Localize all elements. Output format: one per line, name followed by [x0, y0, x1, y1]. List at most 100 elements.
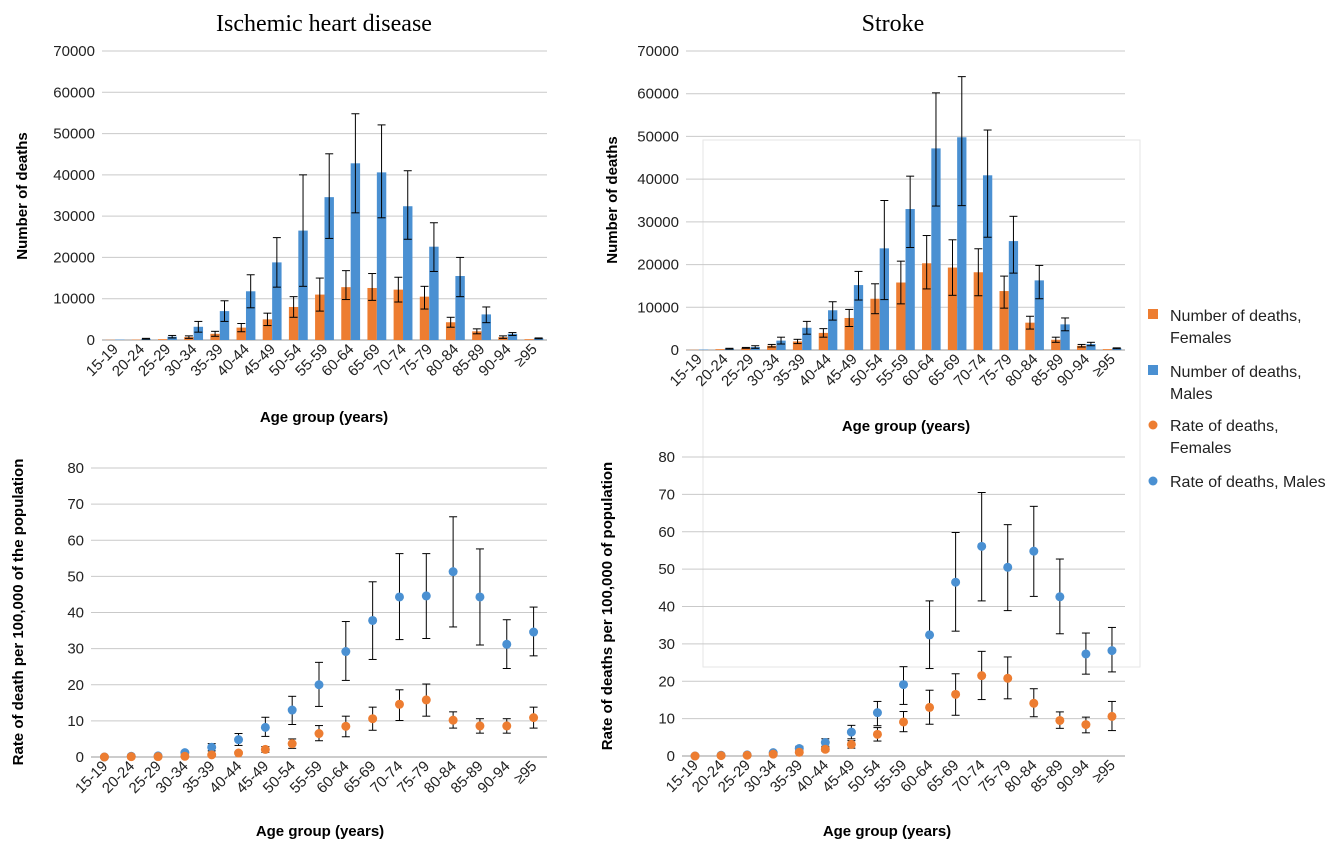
chart-title: Stroke [862, 11, 925, 37]
bar-males [481, 314, 491, 340]
point-males [1081, 649, 1091, 659]
point-females [475, 721, 485, 731]
bar-females [1076, 345, 1087, 350]
bar-females [741, 347, 751, 350]
point-females [180, 751, 190, 761]
bar-males [853, 285, 864, 350]
bar-females [445, 322, 456, 340]
point-males [448, 567, 458, 577]
bar-females [1102, 349, 1113, 350]
bar-males [455, 276, 465, 340]
y-tick-label: 50000 [53, 126, 95, 143]
panel-frame [702, 139, 1141, 668]
point-females [314, 729, 324, 739]
bar-males [403, 206, 413, 340]
point-females [872, 729, 882, 739]
point-males [1107, 646, 1117, 656]
point-females [925, 702, 935, 712]
bar-females [210, 333, 220, 340]
bar-females [419, 296, 430, 340]
bar-males [350, 163, 361, 340]
y-axis-title: Number of deaths [14, 132, 31, 260]
point-females [341, 721, 351, 731]
point-females [153, 752, 163, 762]
point-males [1003, 562, 1013, 572]
bar-males [982, 175, 993, 350]
y-tick-label: 70 [658, 486, 675, 503]
bar-males [272, 262, 282, 340]
point-females [846, 739, 856, 749]
bar-females [922, 263, 932, 350]
legend: Number of deaths, Females Number of deat… [1148, 308, 1326, 491]
legend-label: Females [1170, 330, 1231, 347]
point-females [742, 750, 752, 760]
y-tick-label: 30000 [637, 214, 679, 231]
point-males [872, 708, 882, 718]
y-tick-label: 0 [671, 342, 679, 359]
bar-males [905, 209, 915, 350]
bar-females [896, 282, 906, 350]
bar-males [1008, 241, 1019, 350]
point-females [977, 671, 987, 681]
bar-females [367, 287, 377, 340]
point-males [314, 680, 324, 690]
y-tick-label: 80 [67, 460, 84, 477]
bar-females [472, 331, 482, 340]
y-tick-label: 20000 [637, 257, 679, 274]
y-tick-label: 70000 [53, 43, 95, 60]
legend-marker-males-count [1148, 365, 1158, 375]
point-males [977, 541, 987, 551]
chart-ihd-rates: Age group (years) Rate of death per 100,… [10, 459, 547, 840]
point-females [421, 695, 431, 705]
y-tick-label: 0 [667, 748, 675, 765]
point-males [529, 627, 539, 637]
point-males [287, 705, 297, 715]
point-females [716, 751, 726, 761]
y-tick-label: 20 [658, 673, 675, 690]
y-axis-title: Rate of death per 100,000 of the populat… [10, 459, 27, 766]
point-females [899, 717, 908, 727]
bar-males [219, 311, 230, 340]
point-males [820, 738, 830, 748]
point-males [899, 680, 908, 690]
point-females [207, 750, 217, 760]
bar-females [818, 332, 829, 350]
bar-males [376, 172, 387, 340]
point-males [951, 577, 961, 587]
bar-males [507, 333, 518, 340]
y-tick-label: 0 [76, 749, 84, 766]
chart-title: Ischemic heart disease [216, 11, 432, 37]
y-tick-label: 10 [658, 711, 675, 728]
bar-females [158, 339, 168, 340]
point-females [794, 747, 804, 757]
point-females [99, 752, 109, 762]
point-females [951, 689, 961, 699]
point-females [502, 721, 512, 731]
y-tick-label: 60 [658, 524, 675, 541]
point-females [234, 748, 244, 758]
bar-females [1025, 322, 1035, 350]
y-tick-label: 60000 [53, 84, 95, 101]
point-females [1003, 673, 1013, 683]
bar-males [957, 137, 967, 350]
bar-females [315, 294, 325, 340]
point-females [1055, 715, 1065, 725]
bar-females [288, 306, 299, 340]
point-males [925, 630, 935, 640]
bar-males [1086, 344, 1096, 350]
bar-females [999, 291, 1009, 350]
y-tick-label: 10000 [53, 291, 95, 308]
y-axis-title: Rate of deaths per 100,000 of population [599, 462, 616, 750]
point-males [421, 591, 431, 601]
point-males [260, 722, 270, 732]
y-tick-label: 10000 [637, 299, 679, 316]
y-tick-label: 40 [658, 599, 675, 616]
x-axis-title: Age group (years) [260, 409, 388, 426]
x-axis-title: Age group (years) [823, 823, 951, 840]
point-females [529, 713, 539, 723]
bar-females [767, 345, 777, 350]
bar-females [262, 319, 273, 340]
point-females [1081, 720, 1091, 730]
bar-males [1034, 280, 1044, 350]
